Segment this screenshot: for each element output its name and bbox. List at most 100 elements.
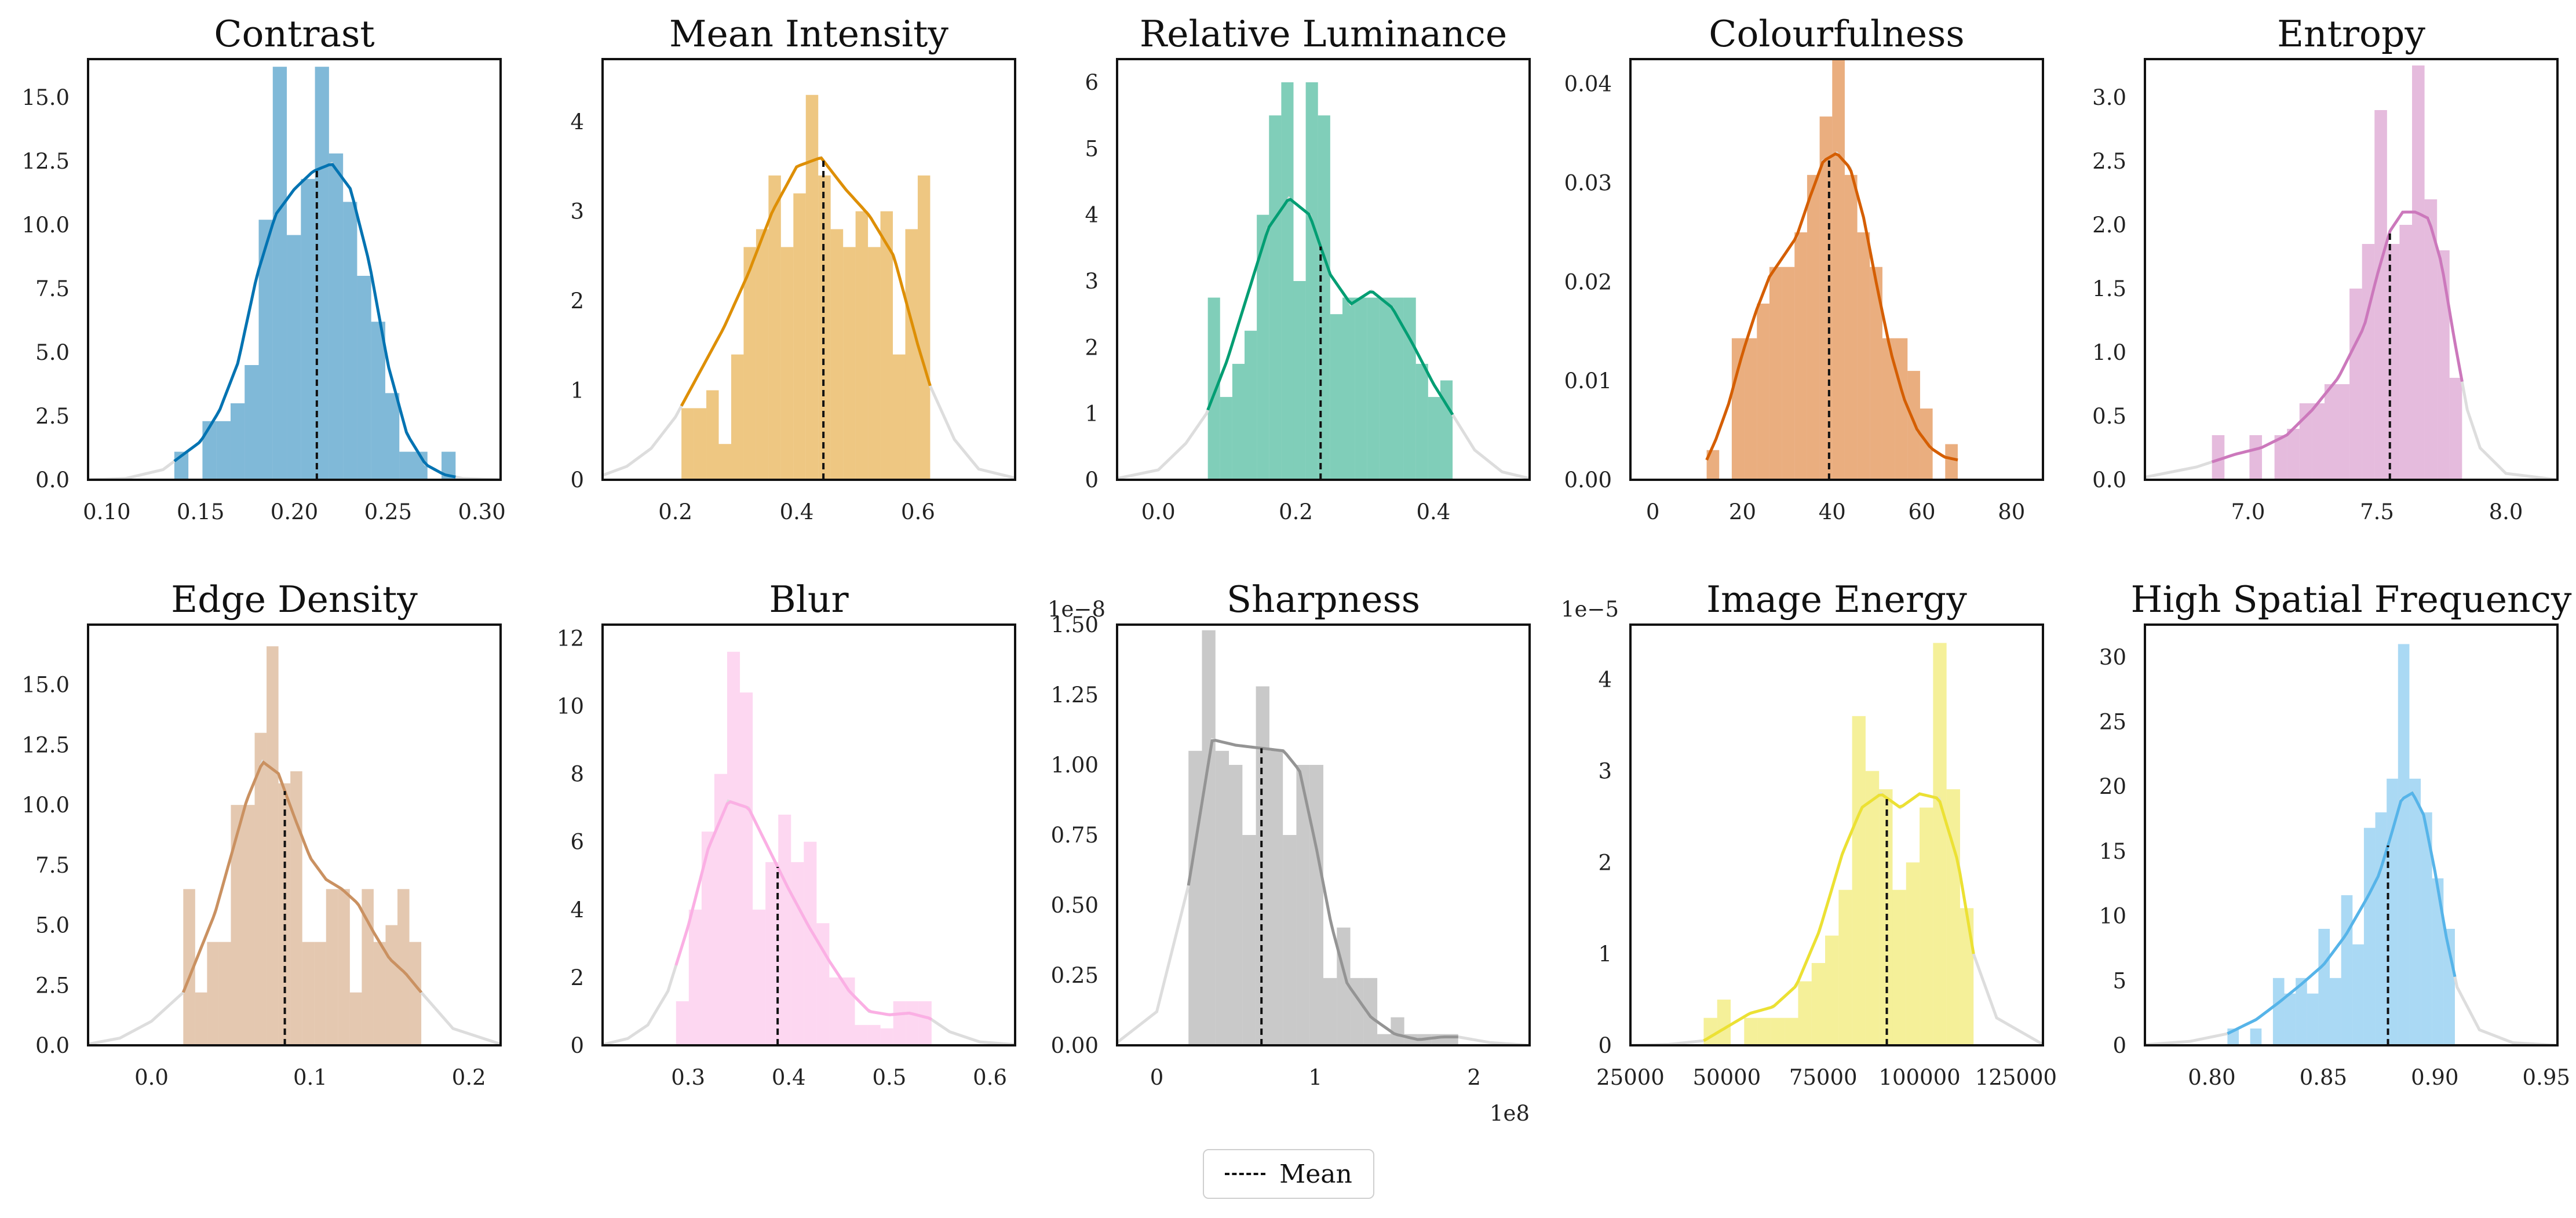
y-tick-label: 10.0 xyxy=(22,793,70,818)
x-tick-label: 20 xyxy=(1729,499,1756,524)
histogram-bar xyxy=(315,67,329,480)
histogram-bar xyxy=(743,247,756,480)
histogram-bar xyxy=(2318,928,2330,1045)
kde-curve xyxy=(680,156,932,407)
histogram-bar xyxy=(2307,993,2319,1045)
y-tick-label: 7.5 xyxy=(35,853,70,878)
histogram-bar xyxy=(338,889,350,1045)
histogram-bar xyxy=(314,942,326,1045)
y-tick-label: 0.02 xyxy=(1564,269,1612,294)
y-tick-label: 15 xyxy=(2099,839,2126,864)
histogram-bar xyxy=(2274,435,2287,480)
histogram-bar xyxy=(397,889,410,1045)
plot-area xyxy=(1117,630,1530,1045)
histogram-bar xyxy=(706,390,719,480)
histogram-bar xyxy=(2296,978,2307,1045)
histogram-bar xyxy=(1281,82,1294,480)
y-offset-label: 1e−8 xyxy=(1048,597,1105,622)
histogram-bar xyxy=(1825,935,1839,1045)
histogram-bar xyxy=(1342,297,1355,480)
histogram-bar xyxy=(329,153,344,480)
histogram-bar xyxy=(893,1001,906,1045)
panel-sharpness: Sharpness 0.00 0.25 0.50 0.75 1.00 1.25 1.50 0 1 2… xyxy=(1048,578,1531,1126)
histogram-bar xyxy=(343,202,357,480)
plot-area xyxy=(603,651,1015,1045)
y-tick-label: 0.03 xyxy=(1564,171,1612,196)
histogram-bar xyxy=(409,942,422,1045)
y-tick-label: 10 xyxy=(557,694,584,719)
y-tick-label: 1 xyxy=(1598,942,1612,967)
y-tick-label: 15.0 xyxy=(22,673,70,698)
histogram-bar xyxy=(1242,835,1256,1045)
histogram-bar xyxy=(740,692,753,1045)
kde-curve xyxy=(173,163,456,479)
y-tick-label: 1.0 xyxy=(2092,340,2126,365)
histogram-bar xyxy=(2312,403,2325,480)
axes-frame xyxy=(1116,58,1531,481)
y-tick-label: 0.25 xyxy=(1051,963,1099,988)
x-tick-label: 0.25 xyxy=(364,499,412,524)
histogram-bar xyxy=(918,1001,932,1045)
histogram-bar xyxy=(1256,686,1269,1045)
x-tick-label: 0.90 xyxy=(2411,1065,2458,1090)
histogram-bar xyxy=(1882,338,1895,480)
x-tick-label: 0 xyxy=(1646,499,1660,524)
histogram-bar xyxy=(681,408,694,480)
y-tick-label: 5 xyxy=(1085,136,1099,161)
histogram-bar xyxy=(893,354,906,480)
histogram-bar xyxy=(1782,267,1795,480)
histogram-bar xyxy=(1367,297,1380,480)
y-tick-label: 0.04 xyxy=(1564,72,1612,97)
histogram-bar xyxy=(357,276,371,480)
histogram-bar xyxy=(1920,807,1933,1045)
y-tick-label: 10.0 xyxy=(22,213,70,238)
histogram-bar xyxy=(694,408,707,480)
y-tick-label: 2.5 xyxy=(35,973,70,998)
histogram-bar xyxy=(195,992,207,1045)
histogram-bar xyxy=(1771,1018,1785,1045)
histogram-bar xyxy=(867,1024,881,1045)
plot-area xyxy=(1117,82,1530,480)
histogram-bar xyxy=(1440,380,1453,480)
histogram-bar xyxy=(1819,116,1833,480)
histogram-bar xyxy=(905,229,918,480)
y-tick-label: 0.0 xyxy=(35,1033,70,1058)
histogram-bar xyxy=(1415,363,1428,480)
y-tick-label: 5 xyxy=(2112,968,2126,993)
histogram-bar xyxy=(207,942,219,1045)
histogram-bar xyxy=(1391,1017,1404,1045)
x-tick-label: 0 xyxy=(1150,1065,1164,1090)
histogram-bar xyxy=(1811,962,1826,1045)
y-tick-label: 15.0 xyxy=(22,85,70,110)
histogram-bar xyxy=(1857,232,1870,480)
histogram-bar xyxy=(791,862,804,1045)
kde-curve xyxy=(1705,152,1958,462)
histogram-bar xyxy=(1188,750,1202,1045)
histogram-bar xyxy=(2424,199,2438,480)
histogram-bar xyxy=(1933,643,1947,1045)
legend: Mean xyxy=(1203,1149,1374,1199)
histogram-bar xyxy=(1269,115,1282,480)
histogram-bar xyxy=(1229,765,1243,1045)
histogram-bar xyxy=(2284,993,2296,1045)
histogram-bar xyxy=(1960,908,1974,1045)
histogram-bar xyxy=(1844,174,1858,480)
histogram-bar xyxy=(2363,827,2376,1045)
histogram-bar xyxy=(399,451,414,480)
histogram-bar xyxy=(714,774,727,1045)
histogram-bar xyxy=(1202,630,1216,1045)
histogram-bar xyxy=(216,421,231,480)
histogram-bar xyxy=(1706,450,1720,480)
histogram-bar xyxy=(1892,889,1906,1045)
panel-mean-intensity: Mean Intensity 0 1 2 3 4 0.2 0.4 0.6 xyxy=(570,13,1016,524)
histogram-bar xyxy=(768,175,781,480)
x-tick-label: 100000 xyxy=(1878,1065,1960,1090)
histogram-bar xyxy=(373,942,386,1045)
histogram-bar xyxy=(1717,1000,1731,1045)
histogram-bar xyxy=(287,235,301,480)
axes-frame xyxy=(1629,58,2044,481)
x-tick-label: 0.80 xyxy=(2188,1065,2235,1090)
y-tick-label: 3 xyxy=(1085,269,1099,294)
x-tick-label: 0.3 xyxy=(671,1065,705,1090)
histogram-bar xyxy=(254,732,267,1045)
